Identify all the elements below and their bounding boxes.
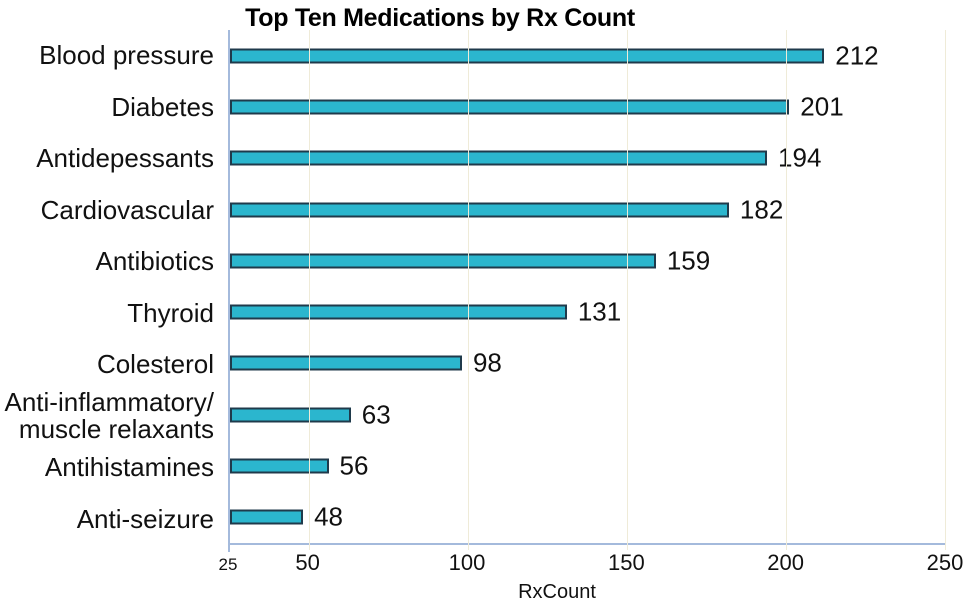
x-tick-label: 100 xyxy=(448,550,486,575)
bar xyxy=(230,48,825,64)
x-tick-label: 150 xyxy=(607,550,645,575)
bar-value-label: 159 xyxy=(666,245,711,276)
category-label: Anti-seizure xyxy=(76,503,214,534)
bar-row: 159 xyxy=(230,235,945,286)
gridline xyxy=(309,30,311,543)
category-label: Thyroid xyxy=(127,297,214,328)
bar xyxy=(230,202,729,218)
bar xyxy=(230,99,790,115)
bar-value-label: 194 xyxy=(778,142,822,173)
x-axis-title: RxCount xyxy=(518,581,596,603)
bar-value-label: 56 xyxy=(339,450,369,481)
category-label: Antidepessants xyxy=(36,143,214,174)
bar-value-label: 131 xyxy=(577,296,622,327)
sub-tick xyxy=(468,543,470,550)
bar-value-label: 201 xyxy=(800,91,844,122)
sub-tick xyxy=(786,543,788,550)
bar-row: 63 xyxy=(230,389,945,440)
bar-value-label: 212 xyxy=(835,40,879,71)
bar xyxy=(230,458,329,474)
bar xyxy=(230,304,567,320)
sub-tick xyxy=(309,543,311,550)
bar xyxy=(230,253,656,269)
category-label: Blood pressure xyxy=(39,40,214,71)
bar-row: 201 xyxy=(230,81,945,132)
sub-tick xyxy=(627,543,629,550)
bar-row: 194 xyxy=(230,133,945,184)
gridline xyxy=(945,30,946,543)
x-tick-label: 250 xyxy=(926,550,963,575)
gridline xyxy=(627,30,629,543)
y-axis-category-labels: Blood pressure Diabetes Antidepessants Card… xyxy=(0,30,222,545)
bar-row: 48 xyxy=(230,492,945,543)
sub-tick xyxy=(945,543,946,550)
category-label: Colesterol xyxy=(96,349,214,380)
bar-value-label: 98 xyxy=(472,347,502,378)
bar-value-label: 63 xyxy=(361,399,391,430)
category-label: Anti-inflammatory/ muscle relaxants xyxy=(4,387,215,445)
plot-area: 212 201 194 182 159 131 98 63 56 48 xyxy=(228,30,946,552)
x-tick-label: 200 xyxy=(767,550,805,575)
bar-row: 212 xyxy=(230,30,945,81)
x-tick-label: 25 xyxy=(218,555,238,574)
bars-layer: 212 201 194 182 159 131 98 63 56 48 xyxy=(230,30,945,543)
bar xyxy=(230,150,768,166)
x-axis-ticks: 25 50 100 150 200 250 xyxy=(219,550,963,578)
bar xyxy=(230,407,351,423)
bar xyxy=(230,355,462,371)
category-label: Antihistamines xyxy=(44,452,214,483)
category-label: Antibiotics xyxy=(95,246,215,277)
bar xyxy=(230,509,304,525)
gridline xyxy=(468,30,470,543)
bar-row: 98 xyxy=(230,338,945,389)
bar-row: 56 xyxy=(230,440,945,491)
category-label: Diabetes xyxy=(111,91,214,122)
bar-value-label: 182 xyxy=(739,194,784,225)
bar-row: 131 xyxy=(230,287,945,338)
x-tick-label: 50 xyxy=(295,550,320,575)
chart-title: Top Ten Medications by Rx Count xyxy=(245,4,635,32)
gridline xyxy=(786,30,788,543)
bar-row: 182 xyxy=(230,184,945,235)
category-label: Cardiovascular xyxy=(40,194,214,225)
bar-value-label: 48 xyxy=(314,501,343,532)
